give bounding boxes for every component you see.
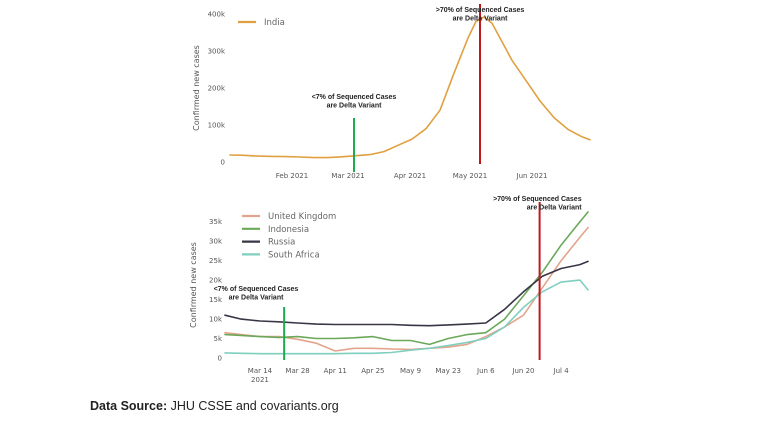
- x-tick-year-label: 2021: [251, 376, 269, 384]
- legend-label: South Africa: [268, 250, 320, 260]
- annotation-text: >70% of Sequenced Cases: [493, 196, 582, 203]
- y-tick-label: 400k: [208, 11, 226, 19]
- legend-label: India: [264, 18, 285, 28]
- y-tick-label: 30k: [209, 238, 223, 246]
- annotation-text: >70% of Sequenced Cases: [436, 7, 525, 14]
- x-tick-label: Jun 6: [476, 367, 495, 375]
- annotation-text: are Delta Variant: [453, 16, 509, 23]
- x-tick-label: Mar 2021: [331, 172, 364, 180]
- x-tick-label: May 2021: [453, 172, 488, 180]
- x-tick-label: Mar 14: [248, 367, 273, 375]
- source-secondary: covariants.org: [260, 399, 339, 413]
- annotation-text: are Delta Variant: [527, 205, 583, 212]
- x-tick-label: Apr 11: [324, 367, 347, 375]
- x-tick-label: Jun 2021: [516, 172, 548, 180]
- chart-1: Confirmed new cases 0 100k 200k 300k 400k Feb …: [192, 4, 591, 180]
- data-source-credit: Data Source: JHU CSSE and covariants.org: [90, 399, 339, 413]
- annotation-text: are Delta Variant: [229, 295, 285, 302]
- y-axis-label: Confirmed new cases: [189, 242, 198, 328]
- y-tick-label: 200k: [208, 85, 226, 93]
- y-tick-label: 0: [221, 159, 225, 167]
- legend-label: Russia: [268, 238, 295, 248]
- annotation-text: <7% of Sequenced Cases: [214, 286, 299, 293]
- annotation-text: <7% of Sequenced Cases: [312, 94, 397, 101]
- x-tick-label: Mar 28: [285, 367, 309, 375]
- x-tick-label: Feb 2021: [276, 172, 308, 180]
- y-tick-label: 35k: [209, 218, 223, 226]
- charts-canvas: Confirmed new cases 0 100k 200k 300k 400k Feb …: [189, 4, 591, 384]
- source-label: Data Source:: [90, 399, 168, 413]
- legend-label: Indonesia: [268, 225, 309, 235]
- legend-label: United Kingdom: [268, 212, 336, 222]
- chart-2: Confirmed new cases 0 5k 10k 15k 20k 25k 30k 35k…: [189, 196, 589, 384]
- series-line-india: [229, 16, 591, 159]
- x-tick-label: Jul 4: [553, 367, 570, 375]
- x-tick-label: Apr 25: [361, 367, 384, 375]
- source-connector: and: [235, 399, 257, 413]
- y-tick-label: 0: [218, 355, 222, 363]
- y-tick-label: 25k: [209, 257, 223, 265]
- x-tick-label: May 9: [400, 367, 421, 375]
- y-tick-label: 5k: [213, 335, 222, 343]
- y-tick-label: 15k: [209, 296, 223, 304]
- y-axis-label: Confirmed new cases: [192, 45, 201, 131]
- y-tick-label: 100k: [208, 122, 226, 130]
- annotation-text: are Delta Variant: [327, 103, 383, 110]
- x-tick-label: May 23: [435, 367, 461, 375]
- y-tick-label: 300k: [208, 48, 226, 56]
- y-tick-label: 10k: [209, 316, 223, 324]
- source-main: JHU CSSE: [170, 399, 233, 413]
- y-tick-label: 20k: [209, 277, 223, 285]
- x-tick-label: Jun 20: [511, 367, 534, 375]
- x-tick-label: Apr 2021: [394, 172, 426, 180]
